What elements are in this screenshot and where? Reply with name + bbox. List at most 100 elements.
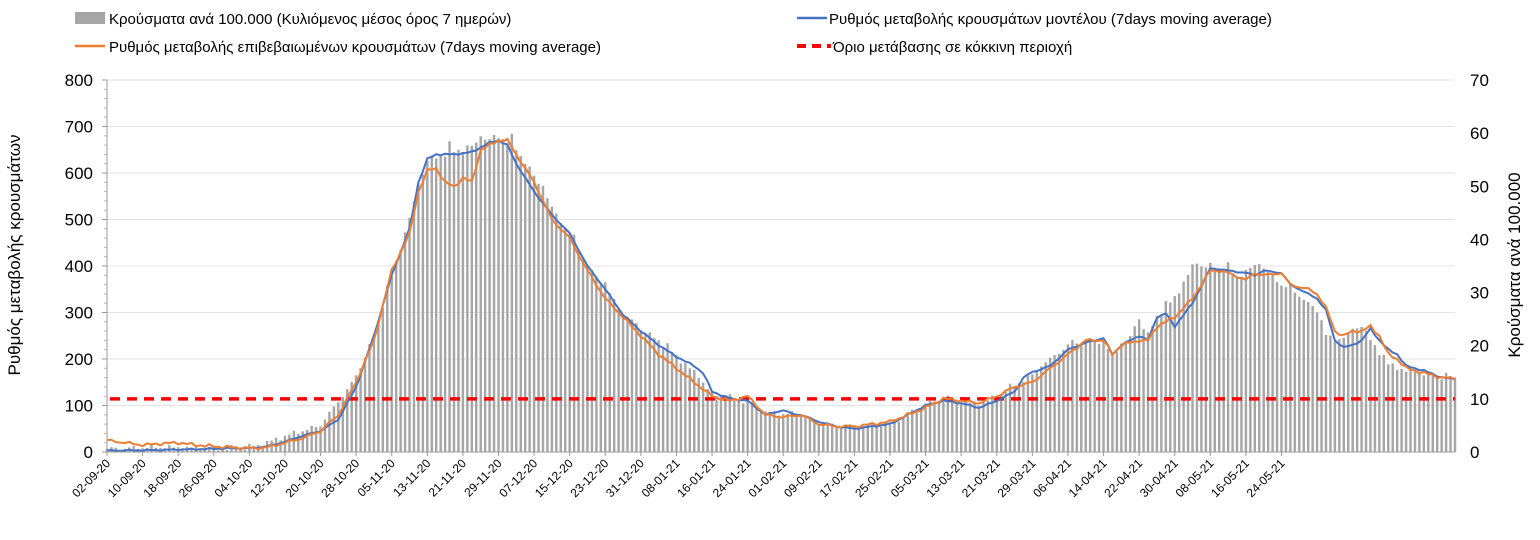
bar bbox=[337, 402, 340, 452]
bar bbox=[666, 343, 669, 452]
y-left-tick-label: 0 bbox=[84, 443, 93, 462]
bar bbox=[252, 446, 256, 452]
bar bbox=[515, 150, 518, 452]
bar bbox=[497, 138, 500, 453]
bar bbox=[1044, 362, 1047, 452]
bar bbox=[986, 400, 990, 452]
line-series bbox=[106, 137, 1456, 452]
bar bbox=[1053, 355, 1056, 452]
bar bbox=[1217, 268, 1221, 452]
bar bbox=[839, 427, 843, 452]
bar bbox=[1231, 273, 1234, 452]
bar bbox=[848, 424, 852, 452]
bar bbox=[466, 145, 469, 453]
bar bbox=[1422, 375, 1426, 452]
bar bbox=[590, 269, 594, 452]
bar bbox=[1382, 354, 1386, 452]
bar bbox=[1275, 282, 1279, 452]
bar bbox=[1293, 292, 1297, 452]
bar bbox=[1249, 268, 1252, 452]
bar bbox=[1351, 328, 1354, 452]
bar bbox=[346, 389, 349, 452]
bar bbox=[626, 317, 629, 452]
bar bbox=[488, 139, 491, 452]
bar bbox=[1142, 329, 1145, 452]
bar bbox=[381, 308, 385, 452]
bar bbox=[1404, 371, 1408, 452]
bar bbox=[697, 378, 700, 452]
bar bbox=[866, 423, 869, 452]
bar bbox=[804, 417, 807, 452]
bar bbox=[1449, 377, 1452, 452]
bar bbox=[443, 156, 447, 453]
bar bbox=[439, 155, 442, 453]
bar bbox=[648, 332, 651, 452]
bar bbox=[706, 389, 709, 452]
legend-label-model: Ρυθμός μεταβολής κρουσμάτων μοντέλου (7d… bbox=[829, 11, 1272, 28]
bar bbox=[546, 198, 549, 452]
bar bbox=[208, 448, 211, 452]
bar bbox=[181, 450, 184, 452]
bar bbox=[1026, 375, 1030, 452]
bar bbox=[959, 404, 963, 452]
bar bbox=[1311, 305, 1314, 452]
bar bbox=[350, 381, 353, 452]
bar bbox=[301, 431, 304, 452]
bar bbox=[639, 330, 643, 452]
y-right-tick-label: 50 bbox=[1470, 177, 1489, 196]
y-right-ticks: 0 10 20 30 40 50 60 70 bbox=[1470, 71, 1489, 462]
y-right-tick-label: 60 bbox=[1470, 124, 1489, 143]
bar bbox=[1409, 368, 1412, 452]
bar bbox=[261, 446, 264, 452]
bar bbox=[853, 425, 856, 452]
bar bbox=[608, 292, 611, 452]
bar bbox=[1017, 383, 1021, 452]
bar bbox=[937, 400, 941, 452]
bar bbox=[728, 394, 732, 452]
bar bbox=[991, 395, 994, 452]
bar bbox=[568, 233, 571, 452]
x-tick-label: 24-05-21 bbox=[1244, 456, 1288, 500]
gridlines bbox=[107, 79, 1455, 406]
bar bbox=[1204, 267, 1208, 452]
bar bbox=[1418, 372, 1421, 452]
bar bbox=[363, 357, 367, 452]
bar bbox=[928, 401, 932, 452]
bar bbox=[715, 396, 718, 452]
bar bbox=[1048, 357, 1052, 452]
bar bbox=[1395, 370, 1399, 452]
bar bbox=[403, 232, 407, 452]
bar bbox=[1195, 263, 1199, 452]
bar bbox=[434, 158, 438, 452]
bar bbox=[1151, 326, 1154, 452]
bar bbox=[328, 411, 331, 452]
bar bbox=[1413, 371, 1417, 452]
bar bbox=[1320, 320, 1323, 452]
bar bbox=[1200, 266, 1203, 452]
bar bbox=[1435, 375, 1439, 452]
bar bbox=[1031, 374, 1034, 452]
bar bbox=[408, 218, 411, 452]
bar bbox=[630, 319, 634, 452]
bar bbox=[461, 152, 465, 452]
bar bbox=[1075, 343, 1079, 452]
bar bbox=[243, 449, 247, 452]
bar bbox=[470, 145, 474, 452]
bar bbox=[390, 275, 393, 452]
bar bbox=[452, 152, 456, 452]
bar bbox=[808, 416, 812, 452]
bar bbox=[475, 142, 478, 452]
bar bbox=[951, 400, 954, 452]
bar bbox=[537, 183, 540, 453]
bar bbox=[1306, 301, 1310, 452]
bar bbox=[1111, 354, 1114, 452]
bar bbox=[572, 234, 576, 452]
bar bbox=[1289, 283, 1292, 452]
y-right-tick-label: 30 bbox=[1470, 284, 1489, 303]
bar bbox=[1146, 332, 1150, 452]
bar bbox=[510, 133, 514, 452]
bar bbox=[644, 333, 647, 452]
bar bbox=[875, 423, 878, 452]
bar bbox=[635, 323, 638, 452]
